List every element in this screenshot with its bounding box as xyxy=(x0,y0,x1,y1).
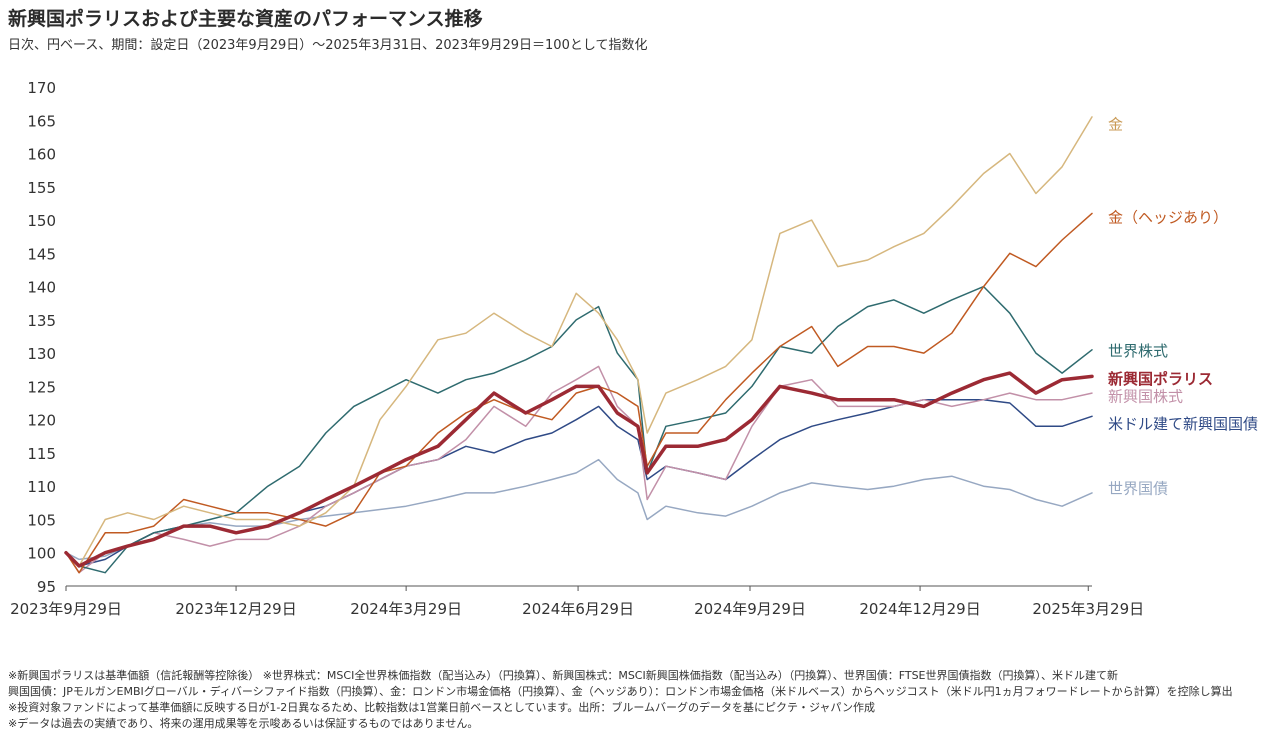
y-tick-label: 100 xyxy=(27,545,56,563)
x-tick-label: 2025年3月29日 xyxy=(1032,600,1144,618)
y-tick-label: 135 xyxy=(27,312,56,330)
series-label: 金 xyxy=(1108,116,1123,134)
series-line xyxy=(64,371,1094,568)
y-tick-label: 115 xyxy=(27,445,56,463)
y-tick-label: 95 xyxy=(37,578,56,596)
series-label: 金（ヘッジあり） xyxy=(1108,209,1228,227)
x-tick-label: 2023年9月29日 xyxy=(10,600,122,618)
series-label: 新興国ポラリス xyxy=(1108,370,1213,388)
footnote-line: ※新興国ポラリスは基準価額（信託報酬等控除後） ※世界株式：MSCI全世界株価指… xyxy=(8,669,1119,682)
chart-title: 新興国ポラリスおよび主要な資産のパフォーマンス推移 xyxy=(8,8,483,30)
x-tick-label: 2024年9月29日 xyxy=(694,600,806,618)
y-tick-label: 160 xyxy=(27,146,56,164)
y-tick-label: 150 xyxy=(27,212,56,230)
chart-subtitle: 日次、円ベース、期間：設定日（2023年9月29日）～2025年3月31日、20… xyxy=(8,38,648,53)
footnote-line: 興国国債：JPモルガンEMBIグローバル・ディバーシファイド指数（円換算）、金：… xyxy=(8,685,1233,698)
y-tick-label: 125 xyxy=(27,378,56,396)
series-line xyxy=(65,365,1093,574)
y-tick-label: 130 xyxy=(27,345,56,363)
series-label: 米ドル建て新興国国債 xyxy=(1108,415,1258,433)
series-label: 世界株式 xyxy=(1108,342,1168,360)
series-label: 新興国株式 xyxy=(1108,388,1183,406)
series-line xyxy=(65,398,1093,567)
x-tick-label: 2024年6月29日 xyxy=(522,600,634,618)
x-tick-label: 2024年3月29日 xyxy=(350,600,462,618)
chart-axes: 95 100 105 110 115 120 125 130 135 140 145 150 155 16… xyxy=(10,79,1144,618)
y-tick-label: 105 xyxy=(27,511,56,529)
y-tick-label: 145 xyxy=(27,245,56,263)
series-line xyxy=(65,458,1093,561)
y-tick-label: 110 xyxy=(27,478,56,496)
chart-series-lines xyxy=(64,116,1094,574)
x-tick-label: 2023年12月29日 xyxy=(175,600,296,618)
series-line xyxy=(65,212,1093,574)
footnote-line: ※データは過去の実績であり、将来の運用成果等を示唆あるいは保証するものではありま… xyxy=(8,717,479,730)
line-chart: 95 100 105 110 115 120 125 130 135 140 145 150 155 16… xyxy=(10,79,1258,618)
y-tick-label: 120 xyxy=(27,412,56,430)
y-tick-label: 140 xyxy=(27,279,56,297)
footnotes: ※新興国ポラリスは基準価額（信託報酬等控除後） ※世界株式：MSCI全世界株価指… xyxy=(8,668,1276,732)
y-tick-label: 165 xyxy=(27,112,56,130)
series-line xyxy=(65,116,1093,567)
footnote-line: ※投資対象ファンドによって基準価額に反映する日が1-2日異なるため、比較指数は1… xyxy=(8,701,875,714)
y-tick-label: 155 xyxy=(27,179,56,197)
y-tick-label: 170 xyxy=(27,79,56,97)
x-tick-label: 2024年12月29日 xyxy=(859,600,980,618)
series-label: 世界国債 xyxy=(1108,480,1168,498)
